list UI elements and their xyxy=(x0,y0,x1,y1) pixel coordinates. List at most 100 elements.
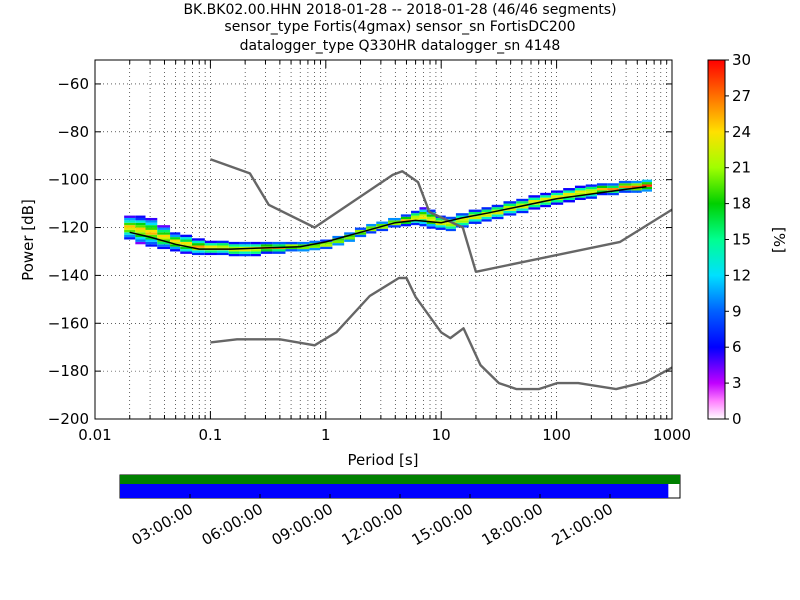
density-cell xyxy=(631,190,642,193)
density-cell xyxy=(192,252,205,256)
density-cell xyxy=(426,219,436,222)
colorbar-tick-label: 9 xyxy=(732,302,742,320)
noise-model-nlnm xyxy=(210,276,672,391)
title-line-sensor: sensor_type Fortis(4gmax) sensor_sn Fort… xyxy=(224,19,576,35)
density-cell xyxy=(618,190,632,193)
density-cell xyxy=(551,200,564,203)
density-cell xyxy=(309,247,321,251)
density-cell xyxy=(354,234,367,238)
density-cell xyxy=(180,239,193,242)
density-cell xyxy=(204,243,217,246)
density-cell xyxy=(297,246,310,250)
colorbar-tick-label: 12 xyxy=(732,266,751,284)
density-cell xyxy=(491,207,504,210)
density-cell xyxy=(419,207,427,210)
density-cell xyxy=(170,232,181,235)
density-cell xyxy=(503,201,517,204)
density-cell xyxy=(516,205,529,209)
density-cell xyxy=(135,241,146,245)
density-cell xyxy=(285,241,298,245)
density-cell xyxy=(528,207,541,210)
x-axis: 0.01 0.1 1 10 100 1000 xyxy=(78,60,691,444)
density-cell xyxy=(503,210,517,214)
title-line-station: BK.BK02.00.HHN 2018-01-28 -- 2018-01-28 … xyxy=(183,2,617,18)
density-cell xyxy=(400,214,412,217)
density-cell xyxy=(170,249,181,252)
density-cell xyxy=(528,195,541,198)
density-cell xyxy=(124,215,136,218)
density-cell xyxy=(435,227,446,230)
density-cell xyxy=(135,229,146,233)
density-cell xyxy=(426,214,436,217)
density-cell xyxy=(344,232,355,235)
density-cell xyxy=(551,190,564,193)
density-cell xyxy=(419,209,427,212)
density-cell xyxy=(366,223,377,227)
density-cell xyxy=(585,184,597,187)
density-cell xyxy=(239,249,251,252)
density-cell xyxy=(641,182,652,185)
density-cell xyxy=(239,253,251,257)
plot-frame xyxy=(94,59,673,420)
x-tick-label: 1000 xyxy=(653,426,691,444)
density-cell xyxy=(192,243,205,246)
density-cell xyxy=(574,197,586,201)
density-cell xyxy=(239,241,251,245)
density-cell xyxy=(388,217,401,221)
density-cell xyxy=(607,185,619,189)
density-cell xyxy=(216,250,229,253)
density-cell xyxy=(228,251,240,254)
density-cell xyxy=(320,246,333,250)
density-cell xyxy=(596,192,608,196)
density-cell xyxy=(309,240,321,244)
density-cell xyxy=(435,222,446,226)
density-cell xyxy=(596,190,608,193)
density-cell xyxy=(354,229,367,233)
density-cell xyxy=(528,200,541,203)
colorbar-tick-label: 0 xyxy=(732,410,742,428)
density-cell xyxy=(135,237,146,240)
density-cell xyxy=(344,239,355,242)
density-cell xyxy=(192,245,205,248)
density-cell xyxy=(631,188,642,191)
density-cell xyxy=(157,234,171,238)
density-cell xyxy=(376,223,389,227)
density-cell xyxy=(445,216,456,220)
density-cell xyxy=(540,192,552,196)
density-cell xyxy=(455,215,469,218)
density-cell xyxy=(285,246,298,250)
density-cell xyxy=(540,195,552,198)
density-cell xyxy=(503,208,517,211)
density-cell xyxy=(135,234,146,238)
density-cell xyxy=(641,189,652,192)
density-cell xyxy=(528,197,541,201)
density-cell xyxy=(574,192,586,196)
density-cell xyxy=(481,209,492,212)
density-cell xyxy=(157,227,171,230)
density-cell xyxy=(551,195,564,198)
density-cell xyxy=(563,190,575,193)
density-cell xyxy=(503,205,517,209)
x-axis-label: Period [s] xyxy=(347,451,418,469)
density-cell xyxy=(585,191,597,195)
density-cell xyxy=(170,234,181,238)
density-cell xyxy=(551,192,564,196)
density-cell xyxy=(332,243,345,246)
density-cell xyxy=(491,204,504,208)
density-cell xyxy=(145,234,158,238)
density-cell xyxy=(145,229,158,233)
density-cell xyxy=(228,253,240,257)
density-cell xyxy=(124,217,136,221)
density-cell xyxy=(419,211,427,215)
density-cell xyxy=(145,227,158,230)
timeline-plot: 03:00:00 06:00:00 09:00:00 12:00:00 15:00:00… xyxy=(119,474,681,549)
density-cell xyxy=(516,201,529,204)
density-cell xyxy=(376,226,389,229)
density-cell xyxy=(419,216,427,220)
density-cell xyxy=(491,214,504,217)
density-cell xyxy=(574,195,586,198)
density-cell xyxy=(426,223,436,227)
density-cell xyxy=(250,253,261,257)
timeline-bars xyxy=(120,475,680,498)
